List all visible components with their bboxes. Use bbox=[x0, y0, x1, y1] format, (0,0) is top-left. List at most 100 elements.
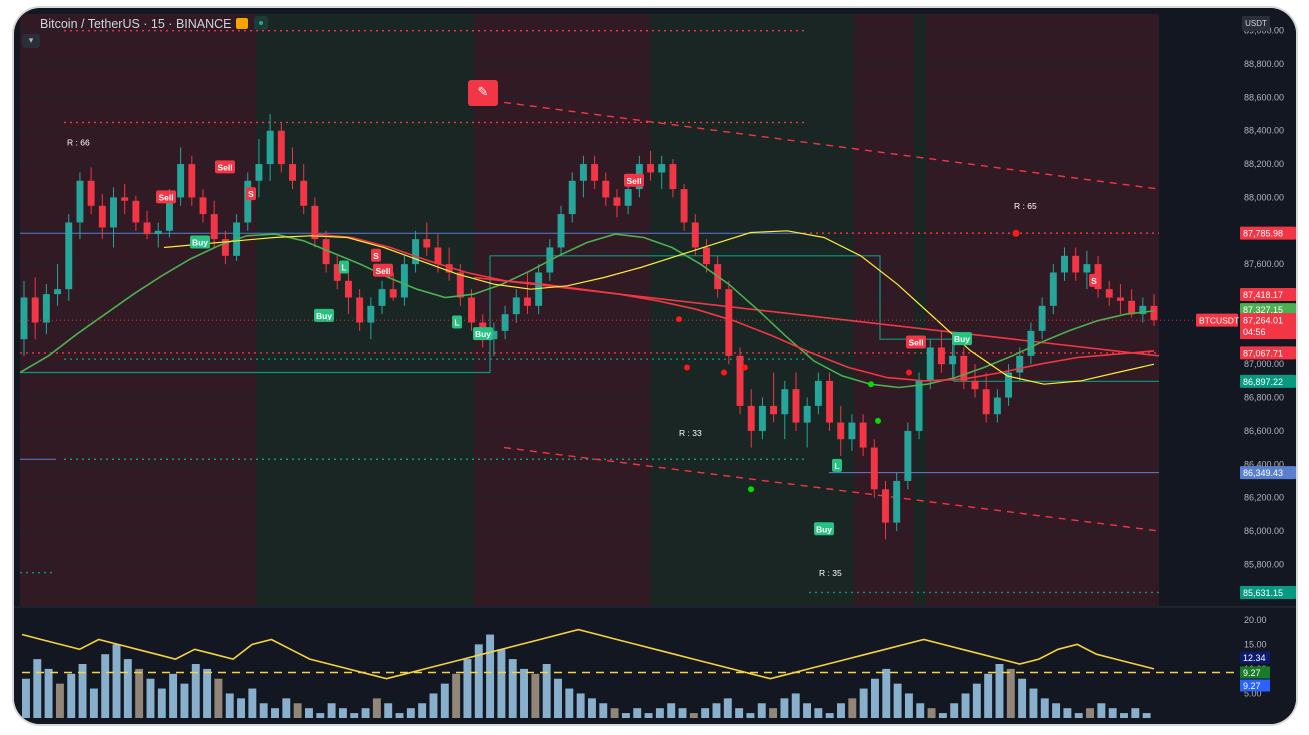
candle-body bbox=[98, 205, 106, 228]
candle-body bbox=[826, 380, 834, 423]
signal-dot bbox=[676, 316, 682, 323]
signal-badge-sell bbox=[1089, 273, 1099, 287]
candle-body bbox=[1083, 264, 1091, 273]
signal-badge-sell bbox=[215, 160, 235, 174]
candle-body bbox=[758, 405, 766, 431]
indicator-bar bbox=[916, 703, 925, 718]
indicator-bar bbox=[746, 713, 755, 718]
candle-body bbox=[658, 164, 666, 173]
indicator-bar bbox=[293, 703, 302, 718]
indicator-bar bbox=[757, 703, 766, 718]
price-tag bbox=[1240, 585, 1296, 599]
indicator-bar bbox=[237, 698, 246, 718]
signal-badge-sell bbox=[906, 335, 926, 349]
y-tick-label: 86,600.00 bbox=[1244, 426, 1284, 436]
candle-body bbox=[848, 422, 856, 440]
signal-dot bbox=[868, 381, 874, 388]
price-tag bbox=[1240, 287, 1296, 301]
indicator-bar bbox=[588, 698, 596, 718]
candle-body bbox=[870, 447, 878, 490]
pencil-icon[interactable]: ✎ bbox=[468, 80, 498, 106]
indicator-bar bbox=[542, 664, 551, 718]
ema-green-line bbox=[19, 233, 1155, 389]
signal-dot bbox=[684, 364, 690, 371]
signal-label: Buy bbox=[475, 329, 491, 339]
background-zone bbox=[804, 14, 854, 606]
ema-red-line bbox=[313, 233, 1155, 382]
candle-body bbox=[501, 314, 509, 331]
candle-body bbox=[926, 347, 934, 381]
indicator-bar bbox=[305, 708, 313, 718]
signal-label: Buy bbox=[954, 334, 970, 344]
signal-dot bbox=[721, 369, 727, 376]
indicator-bar bbox=[395, 713, 404, 718]
chart-frame: 85,800.00 86,000.00 86,200.00 86,400.00 86,6… bbox=[14, 8, 1296, 724]
indicator-bar bbox=[89, 688, 98, 718]
background-zone bbox=[59, 14, 256, 606]
candle-body bbox=[311, 205, 319, 240]
indicator-bar bbox=[191, 664, 200, 718]
indicator-bar bbox=[146, 678, 155, 718]
indicator-bar bbox=[882, 668, 891, 718]
signal-label: Sell bbox=[626, 176, 641, 186]
candle-body bbox=[803, 405, 811, 423]
indicator-bar bbox=[214, 678, 223, 718]
signal-badge-buy bbox=[190, 235, 210, 249]
countdown-label: 04:56 bbox=[1243, 327, 1266, 337]
candle-body bbox=[837, 422, 845, 440]
indicator-bar bbox=[203, 668, 212, 718]
candle-body bbox=[1038, 305, 1046, 331]
indicator-bar bbox=[440, 683, 449, 718]
candle-body bbox=[882, 489, 889, 523]
currency-label[interactable]: USDT bbox=[1242, 16, 1270, 31]
indicator-bar bbox=[961, 693, 970, 718]
indicator-bar bbox=[780, 698, 789, 718]
indicator-bar bbox=[1086, 708, 1095, 718]
signal-label: L bbox=[341, 262, 346, 272]
candle-body bbox=[781, 389, 789, 415]
y-tick-label: 88,000.00 bbox=[1244, 192, 1284, 202]
indicator-tag-label: 9.27 bbox=[1243, 681, 1261, 691]
signal-dot bbox=[906, 369, 912, 376]
candle-body bbox=[333, 264, 341, 281]
signal-label: Sell bbox=[158, 192, 173, 202]
price-tag-label: 85,631.15 bbox=[1243, 588, 1283, 598]
candle-body bbox=[367, 305, 375, 323]
symbol-title[interactable]: Bitcoin / TetherUS · 15 · BINANCE bbox=[40, 16, 268, 31]
indicator-bar bbox=[282, 698, 291, 718]
candle-body bbox=[949, 355, 957, 365]
indicator-bar bbox=[565, 688, 574, 718]
indicator-bar bbox=[893, 683, 902, 718]
indicator-bar bbox=[327, 703, 336, 718]
candle-body bbox=[143, 222, 151, 235]
candle-body bbox=[322, 239, 330, 265]
indicator-bar bbox=[554, 678, 562, 718]
axis-background bbox=[1159, 8, 1296, 724]
indicator-bar bbox=[135, 668, 144, 718]
candle-body bbox=[210, 214, 218, 240]
candle-body bbox=[1105, 289, 1113, 298]
price-tag-label: 87,418.17 bbox=[1243, 290, 1283, 300]
signal-label: L bbox=[834, 461, 839, 471]
price-chart[interactable]: 85,800.00 86,000.00 86,200.00 86,400.00 86,6… bbox=[14, 8, 1296, 724]
resistance-dot bbox=[1012, 229, 1020, 237]
candle-body bbox=[76, 180, 84, 223]
indicator-bar bbox=[1074, 713, 1083, 718]
indicator-bar bbox=[667, 703, 676, 718]
candle-body bbox=[792, 389, 800, 423]
indicator-bar bbox=[157, 688, 166, 718]
indicator-bar bbox=[1029, 688, 1038, 718]
indicator-bar bbox=[101, 654, 110, 718]
indicator-bar bbox=[803, 703, 812, 718]
candle-body bbox=[1061, 255, 1068, 273]
candle-body bbox=[523, 297, 531, 306]
indicator-bar bbox=[225, 693, 234, 718]
ema-yellow-line bbox=[163, 230, 1155, 385]
candle-body bbox=[680, 189, 688, 223]
candle-body bbox=[535, 272, 543, 306]
signal-badge-sell bbox=[624, 173, 644, 187]
chevron-down-icon[interactable]: ▾ bbox=[22, 34, 40, 48]
candle-body bbox=[434, 247, 442, 265]
signal-badge-sell bbox=[246, 187, 256, 201]
candle-body bbox=[1072, 255, 1080, 273]
